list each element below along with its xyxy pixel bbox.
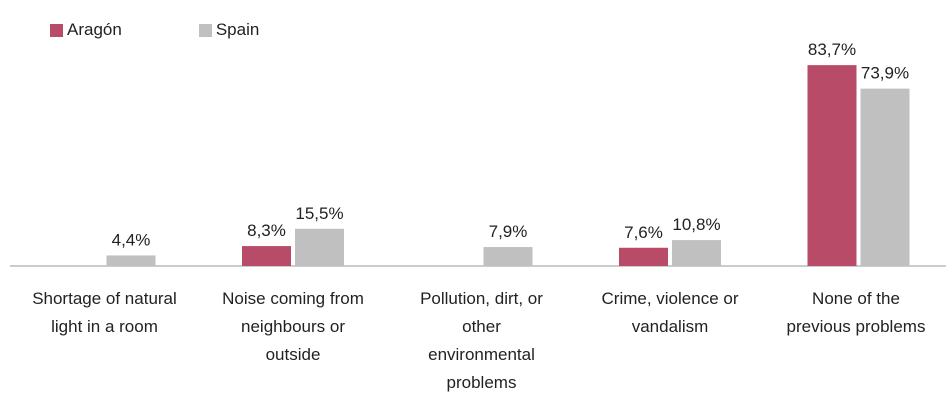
data-label-spain-3: 10,8% (672, 215, 720, 234)
category-label-line: outside (265, 345, 321, 364)
bar-spain-1 (295, 228, 344, 266)
category-label-4: None of the previous problems (766, 285, 946, 341)
bar-aragon-4 (807, 65, 857, 267)
category-label-line: problems (446, 373, 517, 392)
data-label-aragon-3: 7,6% (624, 223, 663, 242)
legend-item-spain: Spain (198, 20, 260, 40)
category-label-line: previous problems (786, 317, 926, 336)
category-label-1: Noise coming from neighbours or outside (203, 285, 383, 369)
legend-swatch-spain (198, 23, 212, 37)
bar-spain-4 (860, 88, 910, 266)
category-label-line: neighbours or (241, 317, 345, 336)
data-label-aragon-1: 8,3% (247, 221, 286, 240)
category-label-line: Pollution, dirt, or (420, 289, 543, 308)
legend-item-aragon: Aragón (50, 20, 122, 40)
category-label-line: vandalism (631, 317, 709, 336)
bar-spain-2 (483, 247, 533, 266)
legend-label-spain: Spain (215, 20, 260, 39)
category-label-line: light in a room (51, 317, 158, 336)
category-label-3: Crime, violence or vandalism (580, 285, 760, 341)
legend-label-aragon: Aragón (67, 20, 122, 39)
data-label-spain-0: 4,4% (112, 230, 151, 249)
bar-aragon-3 (619, 247, 668, 266)
data-label-spain-2: 7,9% (489, 222, 528, 241)
category-label-line: Crime, violence or (601, 289, 739, 308)
category-label-line: Noise coming from (222, 289, 364, 308)
category-label-2: Pollution, dirt, or other environmental pro… (392, 285, 572, 397)
data-label-spain-4: 73,9% (861, 64, 909, 83)
category-label-line: Shortage of natural (32, 289, 177, 308)
bar-aragon-1 (242, 246, 291, 266)
legend: Aragón Spain (50, 20, 336, 40)
legend-swatch-aragon (50, 23, 63, 37)
bar-spain-3 (672, 240, 721, 266)
data-label-aragon-4: 83,7% (808, 40, 856, 59)
data-label-spain-1: 15,5% (295, 204, 343, 223)
category-label-line: None of the (812, 289, 900, 308)
category-label-line: other (462, 317, 501, 336)
category-label-0: Shortage of natural light in a room (15, 285, 195, 341)
category-label-line: environmental (428, 345, 535, 364)
bar-spain-0 (106, 255, 156, 266)
